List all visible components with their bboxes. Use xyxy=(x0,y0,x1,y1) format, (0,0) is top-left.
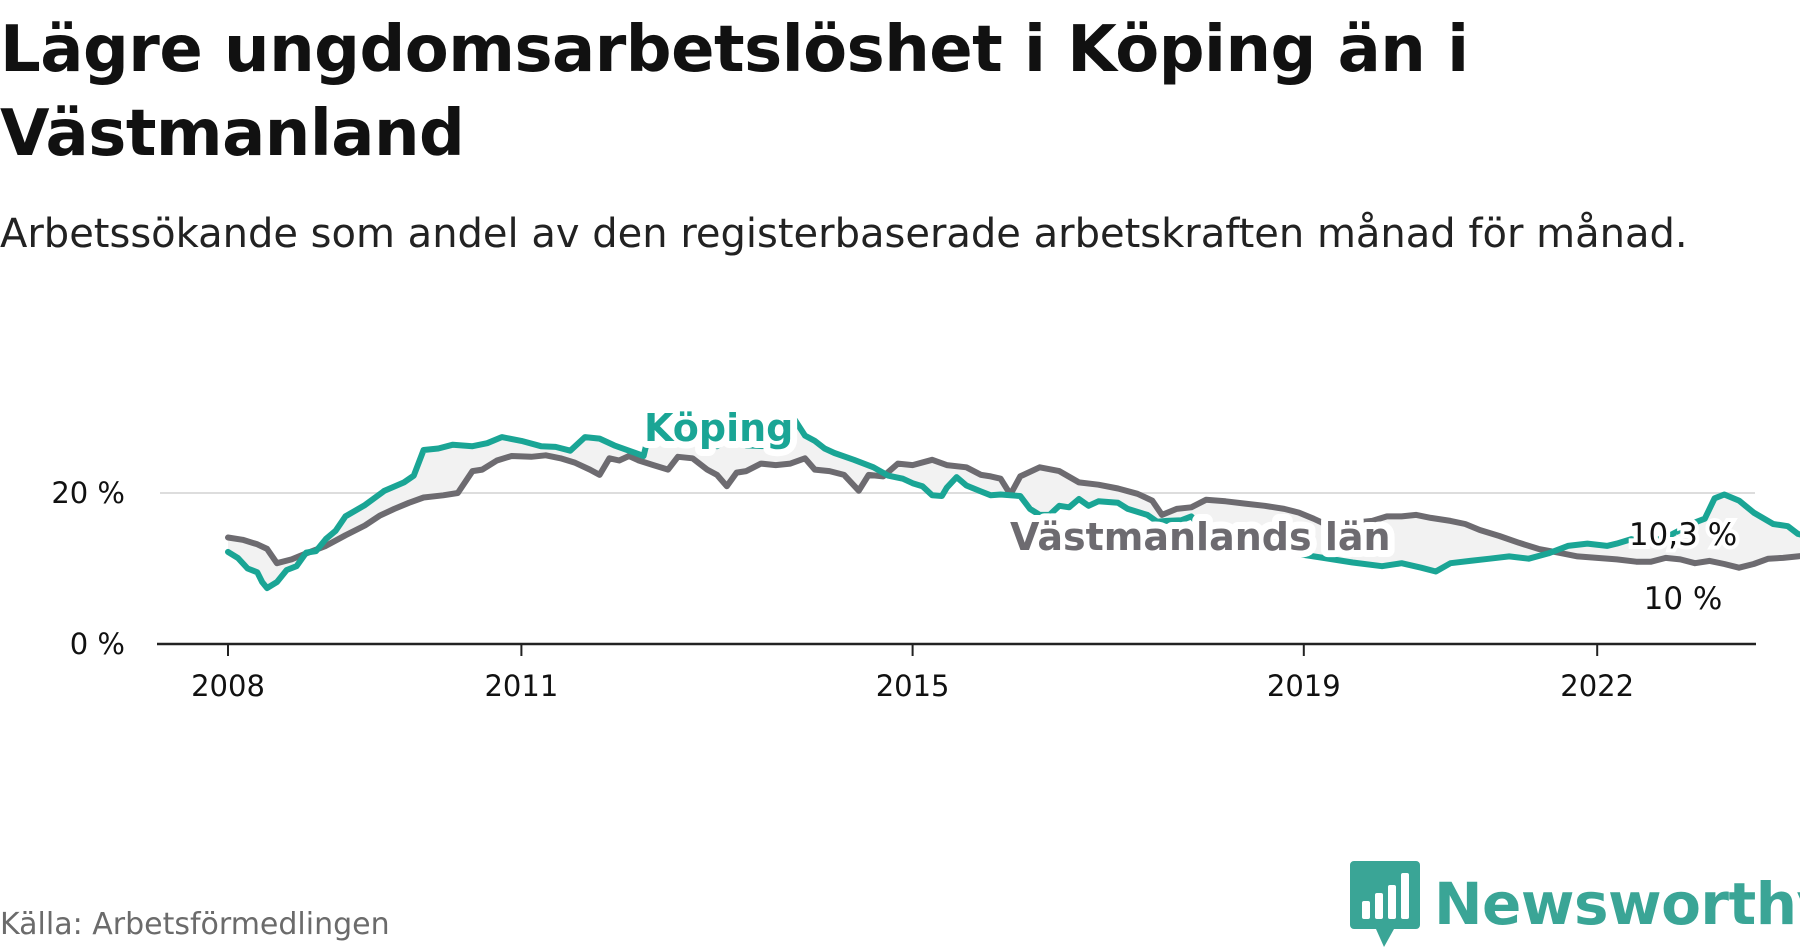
area-layer xyxy=(228,413,1800,589)
brand-name: Newsworthy xyxy=(1434,870,1800,938)
series-line-vastmanlands-lan xyxy=(225,452,1800,571)
newsworthy-logo-icon xyxy=(1350,861,1420,947)
series-label-vastmanlands-lan: Västmanlands län xyxy=(1010,515,1391,559)
x-tick-label-1: 2011 xyxy=(484,669,558,703)
end-label-koping: 10,3 % xyxy=(1629,517,1737,553)
y-tick-label-1: 20 % xyxy=(51,476,125,510)
line-layer xyxy=(225,410,1800,592)
series-line-koping xyxy=(225,410,1800,592)
series-label-koping: Köping xyxy=(644,406,793,450)
source-note: Källa: Arbetsförmedlingen xyxy=(0,907,390,942)
x-tick-label-2: 2015 xyxy=(876,669,950,703)
label-layer: Köping Västmanlands län 10,3 % 10 % xyxy=(637,399,1741,621)
chart-subtitle: Arbetssökande som andel av den registerb… xyxy=(0,211,1688,257)
line-chart: 0 % 20 % 2008 2011 2015 2019 2022 Köping Västma… xyxy=(51,399,1800,703)
y-tick-label-0: 0 % xyxy=(70,627,125,661)
chart-title: Lägre ungdomsarbetslöshet i Köping än i … xyxy=(0,13,1469,171)
newsworthy-logo[interactable]: Newsworthy xyxy=(1348,858,1800,950)
axis-layer: 0 % 20 % 2008 2011 2015 2019 2022 xyxy=(51,476,1756,703)
x-tick-label-3: 2019 xyxy=(1267,669,1341,703)
x-tick-label-0: 2008 xyxy=(191,669,265,703)
x-tick-label-4: 2022 xyxy=(1560,669,1634,703)
difference-band xyxy=(228,413,1800,589)
end-label-vastmanlands-lan: 10 % xyxy=(1644,581,1723,617)
